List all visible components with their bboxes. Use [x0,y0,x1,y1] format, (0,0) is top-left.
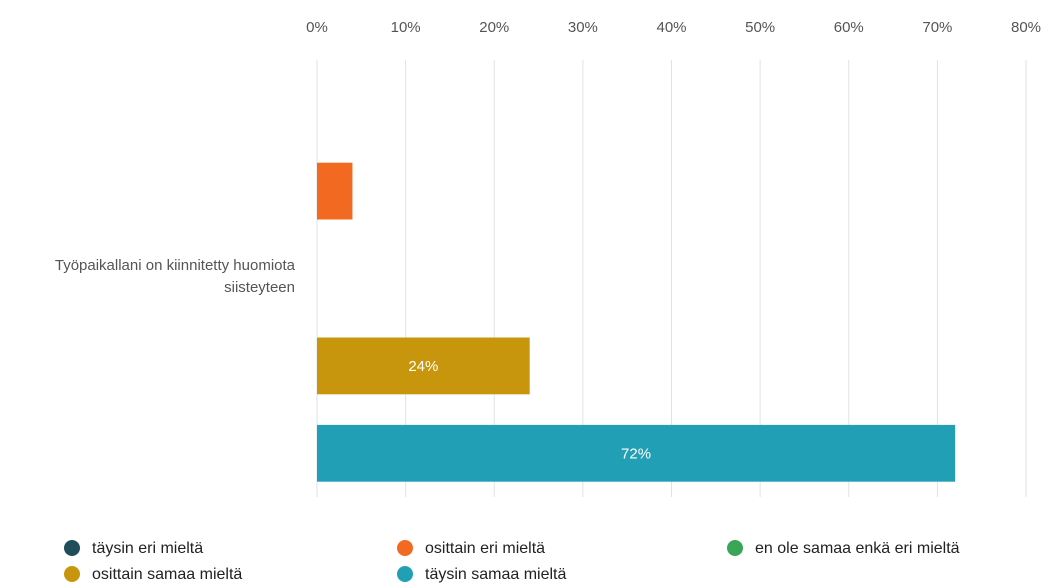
legend-marker [64,540,80,556]
value-label: 72% [621,445,651,462]
x-tick-label: 80% [1011,19,1041,36]
x-tick-label: 40% [656,19,686,36]
bar [317,337,530,395]
legend-label: en ole samaa enkä eri mieltä [755,540,960,557]
legend-label: osittain eri mieltä [425,540,545,557]
legend-marker [727,540,743,556]
category-label: Työpaikallani on kiinnitetty huomiota si… [54,257,295,296]
legend-marker [397,540,413,556]
x-tick-label: 50% [745,19,775,36]
value-label: 24% [408,358,438,375]
x-tick-label: 10% [391,19,421,36]
x-tick-label: 30% [568,19,598,36]
bar [317,424,956,482]
x-tick-label: 70% [922,19,952,36]
x-tick-label: 60% [834,19,864,36]
legend-marker [397,566,413,582]
x-tick-label: 20% [479,19,509,36]
legend-label: osittain samaa mieltä [92,566,242,583]
legend-label: täysin eri mieltä [92,540,203,557]
x-tick-label: 0% [306,19,328,36]
legend-label: täysin samaa mieltä [425,566,566,583]
legend-marker [64,566,80,582]
bar [317,162,353,220]
